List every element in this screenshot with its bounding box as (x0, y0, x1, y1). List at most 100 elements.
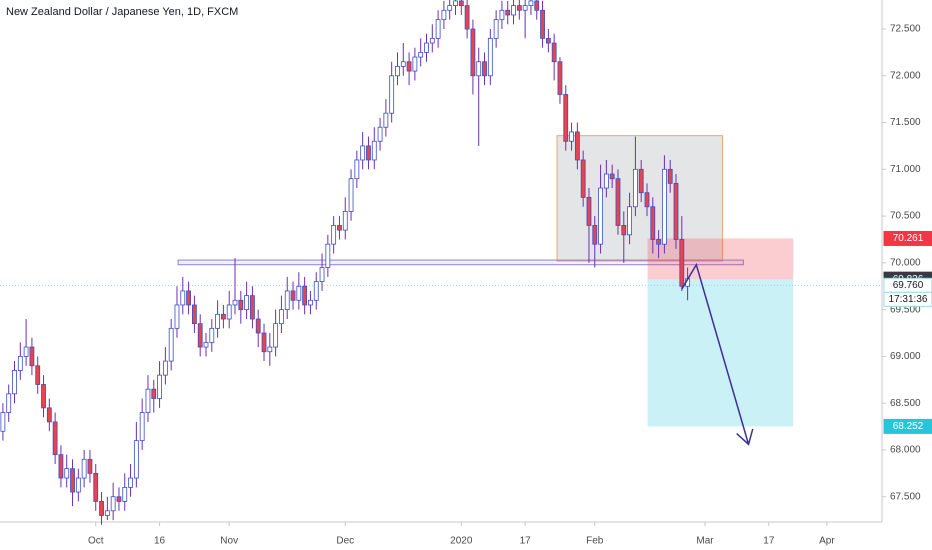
candle-body (191, 304, 197, 325)
candle-body (273, 323, 279, 348)
x-tick-label: Nov (220, 536, 238, 547)
candle-body (308, 299, 313, 306)
candle-body (545, 37, 551, 44)
candle-body (424, 42, 429, 53)
candle-body (99, 501, 104, 516)
candle-body (615, 178, 621, 226)
candle-body (215, 313, 220, 329)
candle-body (209, 327, 215, 343)
candle-body (244, 295, 250, 311)
x-tick-label: Oct (88, 536, 104, 547)
candle-body (145, 388, 151, 413)
candle-body (302, 285, 308, 306)
price-label-bg (883, 418, 932, 434)
x-tick-label: 17 (763, 536, 775, 547)
candle-body (128, 477, 133, 488)
y-tick-label: 72.000 (890, 70, 921, 81)
stop-zone (647, 238, 794, 280)
candle-body (319, 267, 325, 282)
candle-body (632, 168, 638, 208)
candle-body (366, 145, 371, 161)
arrow-head (736, 428, 754, 446)
candle-body (255, 318, 261, 334)
arrow (681, 262, 750, 445)
candle-body (441, 9, 447, 21)
candle-body (6, 393, 12, 413)
candle-body (592, 225, 598, 245)
candle-body (46, 407, 52, 423)
candle-body (679, 239, 685, 287)
candle-body (493, 19, 499, 39)
candle-body (586, 196, 592, 226)
candle-body (290, 290, 296, 301)
candle-body (348, 178, 354, 212)
candle-body (180, 290, 186, 306)
y-tick-label: 71.000 (890, 164, 921, 175)
candle-body (551, 42, 557, 63)
x-tick-label: Dec (336, 536, 354, 547)
candle-body (505, 9, 511, 16)
candle-body (516, 5, 522, 11)
countdown-bg (883, 291, 932, 307)
countdown: 17:31:36 (889, 294, 928, 305)
candle-body (400, 61, 406, 67)
candle-body (29, 346, 35, 367)
candle-body (557, 61, 563, 95)
candle-body (186, 290, 191, 306)
candle-body (458, 0, 464, 7)
candle-body (23, 346, 29, 357)
candle-body (412, 56, 418, 72)
y-tick-label: 70.500 (890, 211, 921, 222)
candle-body (621, 225, 627, 236)
candle-body (377, 126, 383, 142)
candle-body (662, 168, 667, 245)
candle-body (168, 327, 174, 362)
candle-body (58, 454, 64, 479)
candle-body (464, 5, 470, 30)
candle-body (122, 486, 128, 502)
candle-body (540, 9, 545, 39)
candle-body (453, 0, 458, 7)
candle-body (151, 388, 157, 399)
candle-body (221, 313, 226, 320)
candle-body (226, 304, 232, 320)
candle-body (354, 159, 360, 180)
y-tick-label: 68.500 (890, 398, 921, 409)
candle-body (87, 458, 93, 474)
candle-body (313, 281, 319, 301)
candle-body (162, 360, 168, 376)
candle-body (638, 168, 644, 194)
candle-body (395, 66, 400, 77)
candle-body (627, 206, 632, 236)
candle-body (447, 5, 453, 11)
candle-body (603, 173, 609, 189)
x-tick-label: Apr (819, 536, 835, 547)
y-tick-label: 68.000 (890, 445, 921, 456)
x-tick-label: 17 (520, 536, 532, 547)
price-label-bg (883, 230, 932, 246)
candle-body (650, 206, 656, 240)
y-tick-label: 67.500 (890, 491, 921, 502)
candle-body (64, 468, 70, 479)
x-tick-label: Mar (696, 536, 714, 547)
candle-body (139, 412, 145, 442)
candle-body (389, 75, 395, 114)
candle-body (673, 182, 679, 240)
candle-body (232, 299, 238, 306)
x-tick-label: 16 (154, 536, 166, 547)
price-label: 70.261 (893, 233, 924, 244)
candle-body (110, 496, 116, 512)
x-tick-label: 2020 (450, 536, 473, 547)
y-tick-label: 70.000 (890, 258, 921, 269)
candle-body (522, 5, 528, 11)
candle-body (284, 290, 290, 311)
candle-body (667, 168, 673, 184)
candle-body (203, 341, 209, 348)
candle-body (511, 5, 516, 16)
candle-body (331, 225, 337, 245)
candle-body (470, 28, 476, 77)
candle-body (534, 0, 540, 11)
candle-body (383, 112, 389, 128)
candle-body (17, 356, 23, 371)
candle-body (644, 192, 650, 208)
